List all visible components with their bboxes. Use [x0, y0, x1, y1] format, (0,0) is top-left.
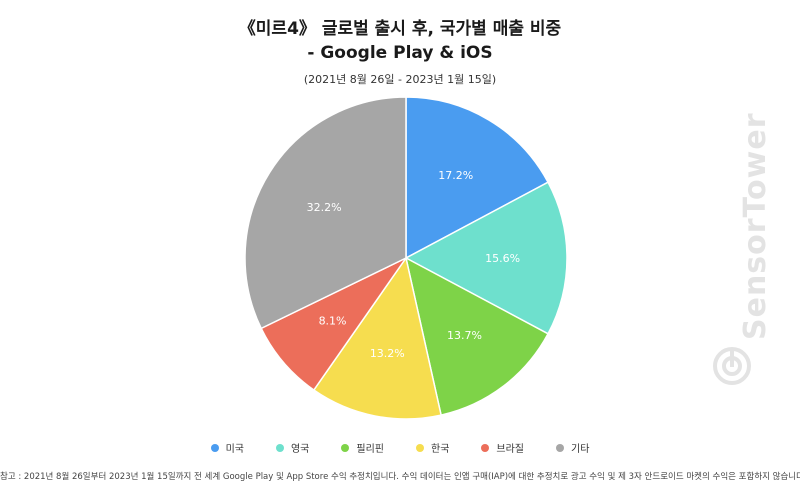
legend-item-5: 기타 — [556, 440, 589, 455]
pie-slices — [244, 96, 568, 420]
slice-label-1: 15.6% — [485, 252, 520, 265]
footnote: 참고 : 2021년 8월 26일부터 2023년 1월 15일까지 전 세계 … — [0, 472, 800, 482]
legend-item-1: 영국 — [275, 440, 310, 455]
legend-swatch — [481, 443, 490, 452]
slice-label-0: 17.2% — [438, 169, 473, 182]
legend-label: 기타 — [571, 444, 590, 455]
sensortower-logo-icon — [713, 347, 751, 385]
legend-swatch — [416, 443, 424, 452]
pie-chart: 17.2% 15.6% 13.7% 13.2% 8.1% 32.2% — [244, 96, 568, 420]
legend-label: 브라질 — [496, 444, 525, 455]
sensortower-watermark: SensorTower — [698, 110, 778, 400]
watermark-text: SensorTower — [738, 112, 773, 340]
legend-item-4: 브라질 — [481, 440, 524, 455]
legend-item-2: 필리핀 — [341, 440, 384, 455]
legend-swatch — [275, 443, 284, 452]
legend: 미국 영국 필리핀 한국 브라질 기타 — [0, 440, 800, 455]
legend-label: 한국 — [431, 444, 450, 455]
chart-title-line2: - Google Play & iOS — [307, 43, 493, 63]
pie-slice-2 — [404, 256, 550, 417]
chart-subtitle: (2021년 8월 26일 - 2023년 1월 15일) — [303, 73, 497, 86]
chart-title: 《미르4》 글로벌 출시 후, 국가별 매출 비중 — [238, 19, 562, 39]
legend-label: 영국 — [290, 444, 310, 455]
legend-label: 필리핀 — [356, 444, 384, 455]
legend-swatch — [210, 443, 219, 452]
slice-label-2: 13.7% — [447, 329, 482, 342]
legend-swatch — [341, 443, 350, 452]
legend-label: 미국 — [225, 444, 244, 455]
pie-slice-1 — [404, 181, 568, 335]
slice-label-3: 13.2% — [370, 347, 405, 360]
legend-item-3: 한국 — [416, 440, 449, 455]
pie-labels: 17.2% 15.6% 13.7% 13.2% 8.1% 32.2% — [307, 169, 520, 360]
pie-slice-0 — [405, 96, 550, 260]
pie-slice-5 — [244, 96, 407, 330]
pie-slice-3 — [312, 256, 443, 420]
legend-swatch — [556, 443, 565, 452]
slice-label-5: 32.2% — [307, 201, 342, 214]
legend-item-0: 미국 — [210, 440, 244, 455]
slice-label-4: 8.1% — [319, 315, 347, 328]
